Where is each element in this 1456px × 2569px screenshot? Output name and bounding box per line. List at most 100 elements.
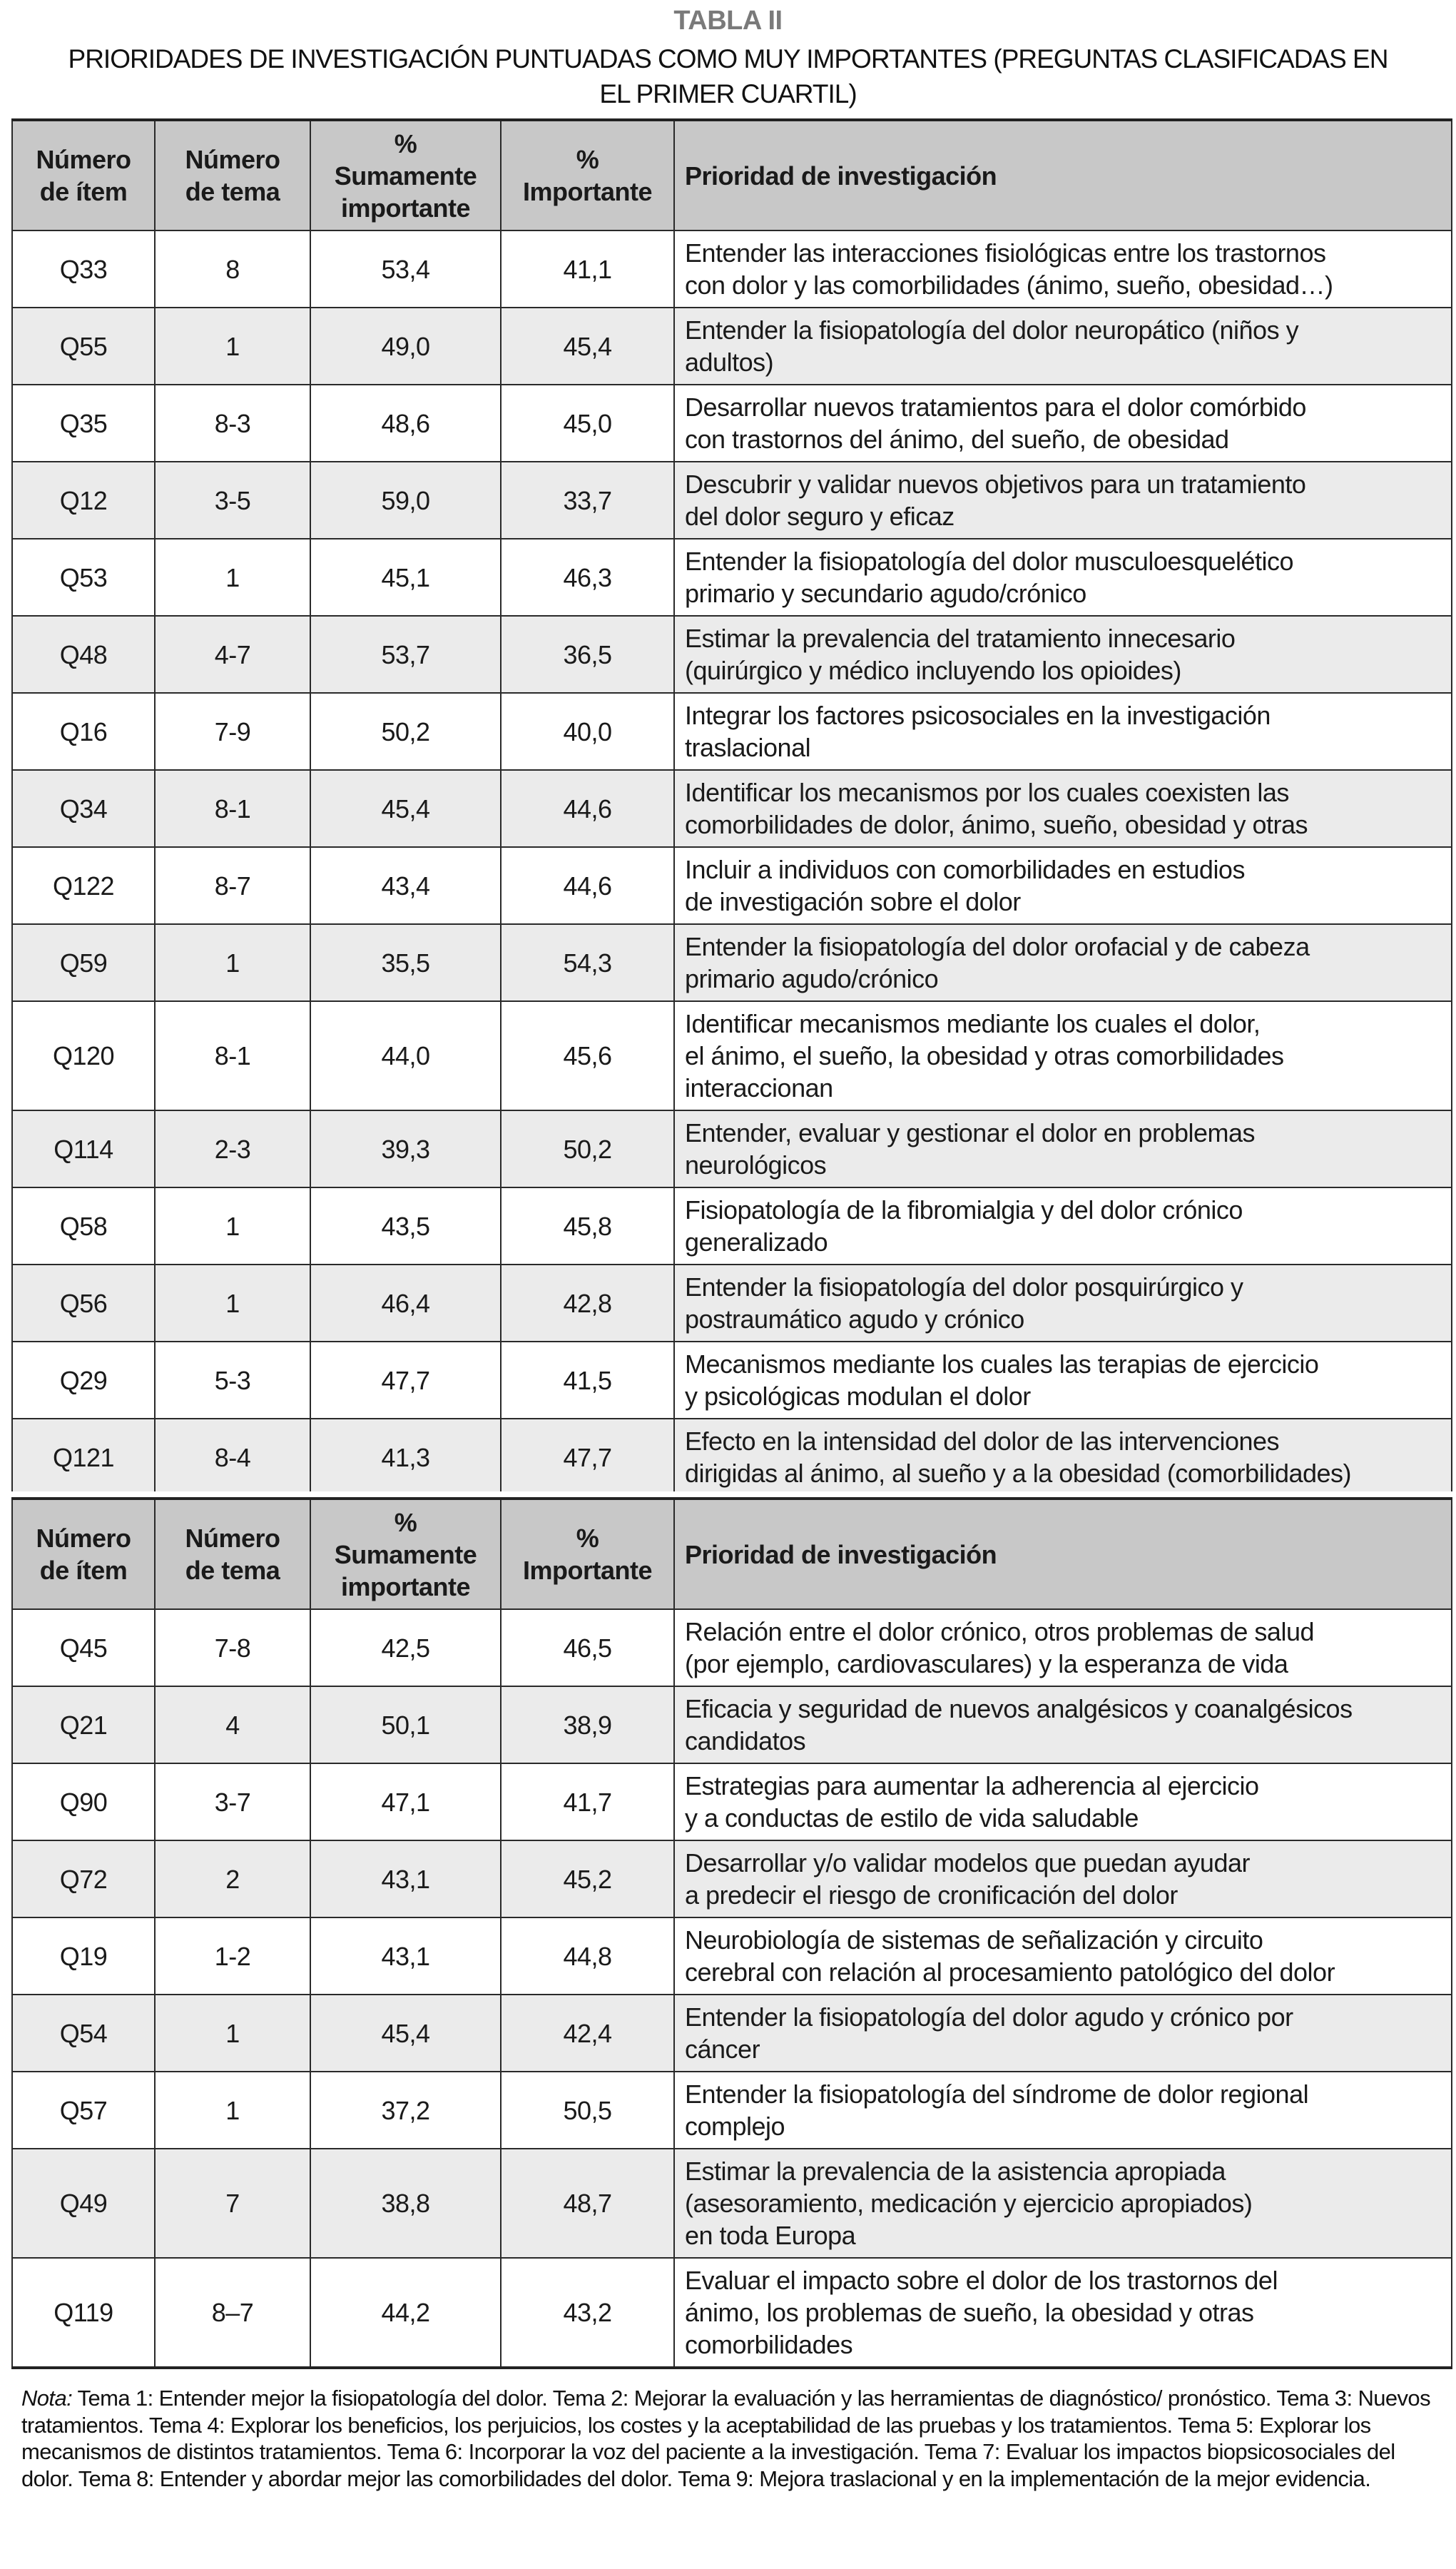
- research-priority-cell: Desarrollar y/o validar modelos que pued…: [673, 1840, 1452, 1918]
- table-row: Q21 4 50,1 38,9 Eficacia y seguridad de nuev…: [11, 1686, 1452, 1764]
- important-cell: 40,0: [500, 692, 675, 771]
- item-number-cell: Q90: [11, 1763, 156, 1841]
- table-row: Q16 7-9 50,2 40,0 Integrar los factores psic…: [11, 692, 1452, 771]
- header-research-priority: Prioridad de investigación: [673, 119, 1452, 231]
- table-row: Q59 1 35,5 54,3 Entender la fisiopatología d…: [11, 923, 1452, 1002]
- research-priority-cell: Eficacia y seguridad de nuevos analgésic…: [673, 1686, 1452, 1764]
- header-row: Número de ítem Número de tema % Sumament…: [11, 119, 1452, 231]
- theme-number-cell: 1: [154, 1264, 311, 1342]
- research-priority-cell: Integrar los factores psicosociales en l…: [673, 692, 1452, 771]
- important-cell: 45,8: [500, 1187, 675, 1265]
- theme-number-cell: 7-8: [154, 1608, 311, 1687]
- important-cell: 45,4: [500, 307, 675, 385]
- theme-number-cell: 7: [154, 2148, 311, 2259]
- extremely-important-cell: 53,4: [310, 230, 502, 308]
- research-priority-cell: Neurobiología de sistemas de señalizació…: [673, 1917, 1452, 1995]
- research-priority-cell: Fisiopatología de la fibromialgia y del …: [673, 1187, 1452, 1265]
- table-row: Q56 1 46,4 42,8 Entender la fisiopatología d…: [11, 1264, 1452, 1342]
- table-row: Q54 1 45,4 42,4 Entender la fisiopatología d…: [11, 1994, 1452, 2072]
- item-number-cell: Q122: [11, 846, 156, 925]
- research-priority-cell: Efecto en la intensidad del dolor de las…: [673, 1418, 1452, 1491]
- theme-number-cell: 3-7: [154, 1763, 311, 1841]
- item-number-cell: Q57: [11, 2071, 156, 2149]
- table-row: Q29 5-3 47,7 41,5 Mecanismos mediante los cu…: [11, 1341, 1452, 1419]
- important-cell: 38,9: [500, 1686, 675, 1764]
- theme-number-cell: 4-7: [154, 615, 311, 694]
- table-note: Nota: Tema 1: Entender mejor la fisiopat…: [21, 2385, 1441, 2492]
- extremely-important-cell: 44,0: [310, 1000, 502, 1111]
- priorities-table-part-1: Número de ítem Número de tema % Sumament…: [11, 118, 1452, 1491]
- theme-number-cell: 1-2: [154, 1917, 311, 1995]
- important-cell: 54,3: [500, 923, 675, 1002]
- item-number-cell: Q35: [11, 384, 156, 462]
- important-cell: 45,0: [500, 384, 675, 462]
- item-number-cell: Q19: [11, 1917, 156, 1995]
- table-row: Q57 1 37,2 50,5 Entender la fisiopatología d…: [11, 2071, 1452, 2149]
- item-number-cell: Q29: [11, 1341, 156, 1419]
- theme-number-cell: 1: [154, 538, 311, 617]
- research-priority-cell: Relación entre el dolor crónico, otros p…: [673, 1608, 1452, 1687]
- theme-number-cell: 1: [154, 307, 311, 385]
- item-number-cell: Q53: [11, 538, 156, 617]
- important-cell: 44,8: [500, 1917, 675, 1995]
- note-label: Nota:: [21, 2386, 73, 2411]
- research-priority-cell: Estimar la prevalencia del tratamiento i…: [673, 615, 1452, 694]
- extremely-important-cell: 43,4: [310, 846, 502, 925]
- item-number-cell: Q16: [11, 692, 156, 771]
- research-priority-cell: Descubrir y validar nuevos objetivos par…: [673, 461, 1452, 539]
- research-priority-cell: Entender la fisiopatología del dolor oro…: [673, 923, 1452, 1002]
- priorities-table-part-2: Número de ítem Número de tema % Sumament…: [11, 1497, 1452, 2369]
- theme-number-cell: 1: [154, 1187, 311, 1265]
- extremely-important-cell: 38,8: [310, 2148, 502, 2259]
- important-cell: 44,6: [500, 846, 675, 925]
- important-cell: 45,6: [500, 1000, 675, 1111]
- table-row: Q35 8-3 48,6 45,0 Desarrollar nuevos tratami…: [11, 384, 1452, 462]
- item-number-cell: Q54: [11, 1994, 156, 2072]
- table-row: Q119 8–7 44,2 43,2 Evaluar el impacto sobre …: [11, 2257, 1452, 2368]
- item-number-cell: Q55: [11, 307, 156, 385]
- table-row: Q19 1-2 43,1 44,8 Neurobiología de sistemas …: [11, 1917, 1452, 1995]
- theme-number-cell: 8-7: [154, 846, 311, 925]
- extremely-important-cell: 46,4: [310, 1264, 502, 1342]
- item-number-cell: Q119: [11, 2257, 156, 2368]
- important-cell: 46,5: [500, 1608, 675, 1687]
- item-number-cell: Q120: [11, 1000, 156, 1111]
- item-number-cell: Q72: [11, 1840, 156, 1918]
- item-number-cell: Q121: [11, 1418, 156, 1491]
- research-priority-cell: Entender la fisiopatología del dolor agu…: [673, 1994, 1452, 2072]
- item-number-cell: Q12: [11, 461, 156, 539]
- theme-number-cell: 3-5: [154, 461, 311, 539]
- extremely-important-cell: 50,2: [310, 692, 502, 771]
- extremely-important-cell: 43,1: [310, 1917, 502, 1995]
- theme-number-cell: 8-1: [154, 1000, 311, 1111]
- item-number-cell: Q58: [11, 1187, 156, 1265]
- extremely-important-cell: 45,4: [310, 1994, 502, 2072]
- header-theme-number: Número de tema: [154, 1498, 311, 1610]
- header-important: % Importante: [500, 1498, 675, 1610]
- theme-number-cell: 4: [154, 1686, 311, 1764]
- header-important: % Importante: [500, 119, 675, 231]
- important-cell: 46,3: [500, 538, 675, 617]
- research-priority-cell: Entender las interacciones fisiológicas …: [673, 230, 1452, 308]
- research-priority-cell: Incluir a individuos con comorbilidades …: [673, 846, 1452, 925]
- header-item-number: Número de ítem: [11, 119, 156, 231]
- important-cell: 41,7: [500, 1763, 675, 1841]
- research-priority-cell: Estrategias para aumentar la adherencia …: [673, 1763, 1452, 1841]
- item-number-cell: Q45: [11, 1608, 156, 1687]
- important-cell: 43,2: [500, 2257, 675, 2368]
- note-text: Tema 1: Entender mejor la fisiopatología…: [21, 2386, 1431, 2491]
- extremely-important-cell: 41,3: [310, 1418, 502, 1491]
- item-number-cell: Q59: [11, 923, 156, 1002]
- important-cell: 36,5: [500, 615, 675, 694]
- extremely-important-cell: 49,0: [310, 307, 502, 385]
- extremely-important-cell: 37,2: [310, 2071, 502, 2149]
- extremely-important-cell: 47,1: [310, 1763, 502, 1841]
- table-title: TABLA II: [673, 6, 783, 36]
- theme-number-cell: 8-3: [154, 384, 311, 462]
- table-row: Q121 8-4 41,3 47,7 Efecto en la intensidad d…: [11, 1418, 1452, 1491]
- item-number-cell: Q56: [11, 1264, 156, 1342]
- important-cell: 50,5: [500, 2071, 675, 2149]
- header-theme-number: Número de tema: [154, 119, 311, 231]
- table-row: Q34 8-1 45,4 44,6 Identificar los mecanismos…: [11, 769, 1452, 848]
- extremely-important-cell: 48,6: [310, 384, 502, 462]
